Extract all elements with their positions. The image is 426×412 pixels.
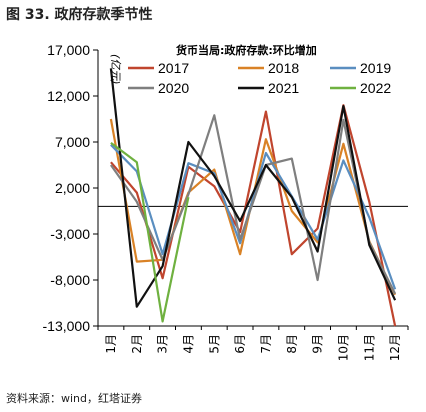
x-tick-label: 4月 [181, 334, 195, 354]
x-tick-label: 2月 [130, 334, 144, 354]
legend-label-2022: 2022 [360, 80, 391, 96]
chart-series [109, 68, 397, 327]
chart-legend: 2017 2018 2019 2020 2021 2022 [128, 60, 391, 96]
chart-axes: 17,000 12,000 7,000 2,000 -3,000 -8,000 -13,00… [43, 42, 409, 361]
line-chart: 17,000 12,000 7,000 2,000 -3,000 -8,000 -13,00… [43, 42, 409, 361]
unit-label: (亿元) [109, 54, 122, 85]
series-line-2021 [109, 68, 397, 308]
legend-label-2017: 2017 [158, 60, 189, 76]
y-tick-label: 7,000 [55, 134, 90, 150]
x-tick-label: 10月 [336, 334, 350, 361]
legend-label-2018: 2018 [268, 60, 299, 76]
y-tick-label: -13,000 [43, 318, 91, 334]
x-tick-label: 6月 [233, 334, 247, 354]
x-tick-label: 1月 [104, 334, 118, 354]
x-tick-label: 9月 [311, 334, 325, 354]
x-tick-label: 7月 [259, 334, 273, 354]
x-tick-label: 5月 [207, 334, 221, 354]
legend-label-2021: 2021 [268, 80, 299, 96]
x-tick-label: 3月 [156, 334, 170, 354]
x-tick-label: 11月 [362, 334, 376, 361]
figure-title: 图 33. 政府存款季节性 [6, 7, 153, 23]
chart-annotation: 货币当局:政府存款:环比增加 [175, 43, 317, 57]
series-line-2019 [110, 144, 397, 290]
legend-label-2019: 2019 [360, 60, 391, 76]
source-note: 资料来源：wind，红塔证券 [6, 392, 143, 405]
x-tick-label: 12月 [388, 334, 402, 361]
series-line-2017 [110, 104, 397, 327]
y-tick-label: -3,000 [50, 226, 90, 242]
y-tick-label: 17,000 [47, 42, 90, 58]
series-line-2020 [110, 114, 397, 295]
x-tick-label: 8月 [285, 334, 299, 354]
y-tick-label: 2,000 [55, 180, 90, 196]
y-tick-label: 12,000 [47, 88, 90, 104]
legend-label-2020: 2020 [158, 80, 189, 96]
y-tick-label: -8,000 [50, 272, 90, 288]
series-line-2022 [110, 142, 190, 323]
